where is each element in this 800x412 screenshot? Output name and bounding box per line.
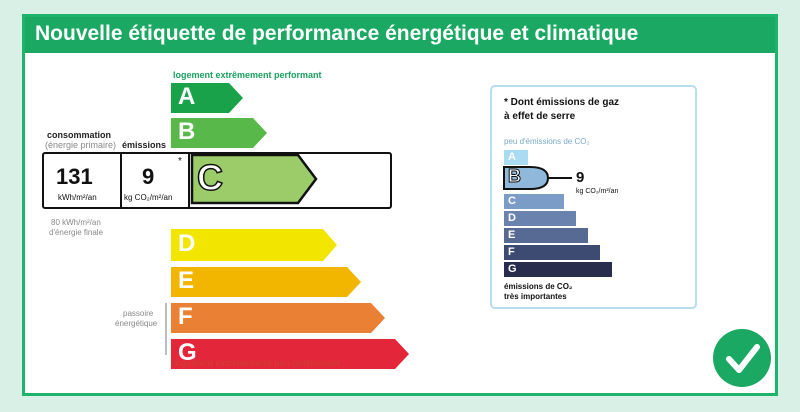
consumption-value: 131 xyxy=(56,164,93,189)
energy-bar-e xyxy=(171,267,361,297)
ges-bar-a: A xyxy=(504,150,528,165)
ges-bar-f: F xyxy=(504,245,600,260)
final-energy-line1: 80 kWh/m²/an xyxy=(51,218,101,227)
passoire-line2: énergétique xyxy=(115,319,158,328)
energy-scale xyxy=(171,83,409,369)
final-energy-line2: d'énergie finale xyxy=(49,228,104,237)
ges-value: 9 xyxy=(576,169,585,186)
ges-bottom-label-2: très importantes xyxy=(504,292,567,301)
header-bar: Nouvelle étiquette de performance énergé… xyxy=(25,17,775,53)
emissions-value: 9 xyxy=(142,164,155,189)
passoire-line1: passoire xyxy=(123,309,154,318)
ges-bar-e: E xyxy=(504,228,588,243)
emissions-asterisk: * xyxy=(178,156,182,167)
ges-letter-d: D xyxy=(508,212,516,224)
consumption-sublabel: (énergie primaire) xyxy=(45,140,117,150)
ges-letter-f: F xyxy=(508,246,515,258)
emissions-unit: kg CO₂/m²/an xyxy=(124,193,173,202)
consumption-label: consommation xyxy=(47,130,112,140)
ges-letter-e: E xyxy=(508,229,516,241)
energy-letter-d: D xyxy=(178,230,196,257)
energy-letter-f: F xyxy=(178,303,193,330)
energy-bottom-label: logement extrêmement peu performant xyxy=(173,358,341,368)
energy-letter-e: E xyxy=(178,267,195,294)
energy-bar-current xyxy=(190,153,318,205)
ges-bar-g: G xyxy=(504,262,612,277)
ges-letter-a: A xyxy=(508,151,516,163)
energy-bar-a xyxy=(171,83,243,113)
divider xyxy=(120,154,122,207)
ges-letter-c: C xyxy=(508,195,516,207)
passoire-bracket xyxy=(165,303,167,355)
check-icon xyxy=(726,344,760,373)
ges-bottom-label-1: émissions de CO₂ xyxy=(504,282,573,291)
emissions-label: émissions xyxy=(122,140,167,150)
energy-letter-b: B xyxy=(178,118,196,145)
ges-bar-c: C xyxy=(504,194,564,209)
energy-label-frame: Nouvelle étiquette de performance énergé… xyxy=(22,14,778,396)
page-title: Nouvelle étiquette de performance énergé… xyxy=(35,22,639,45)
ges-panel: * Dont émissions de gaz à effet de serre… xyxy=(490,85,697,309)
ges-title-line2: à effet de serre xyxy=(504,111,576,122)
energy-bar-b xyxy=(171,118,267,148)
current-class-box: 131 kWh/m²/an 9 * kg CO₂/m²/an C xyxy=(42,152,392,209)
energy-bar-g xyxy=(171,339,409,369)
consumption-unit: kWh/m²/an xyxy=(58,193,97,202)
ges-bar-d: D xyxy=(504,211,576,226)
energy-letter-g: G xyxy=(178,339,197,366)
ges-unit: kg CO₂/m²/an xyxy=(576,188,619,195)
ges-connector xyxy=(548,177,572,179)
divider xyxy=(188,154,190,207)
energy-top-label: logement extrêmement performant xyxy=(173,70,322,80)
ges-top-label: peu d'émissions de CO₂ xyxy=(504,137,590,146)
ges-letter-g: G xyxy=(508,263,517,275)
ges-current-class: B xyxy=(508,166,522,187)
energy-bar-f xyxy=(171,303,385,333)
energy-bar-d xyxy=(171,229,337,261)
current-energy-class: C xyxy=(196,156,224,199)
energy-letter-a: A xyxy=(178,83,196,110)
ges-title-line1: * Dont émissions de gaz xyxy=(504,97,620,108)
check-badge xyxy=(713,329,771,387)
ges-bar-b xyxy=(503,166,550,190)
